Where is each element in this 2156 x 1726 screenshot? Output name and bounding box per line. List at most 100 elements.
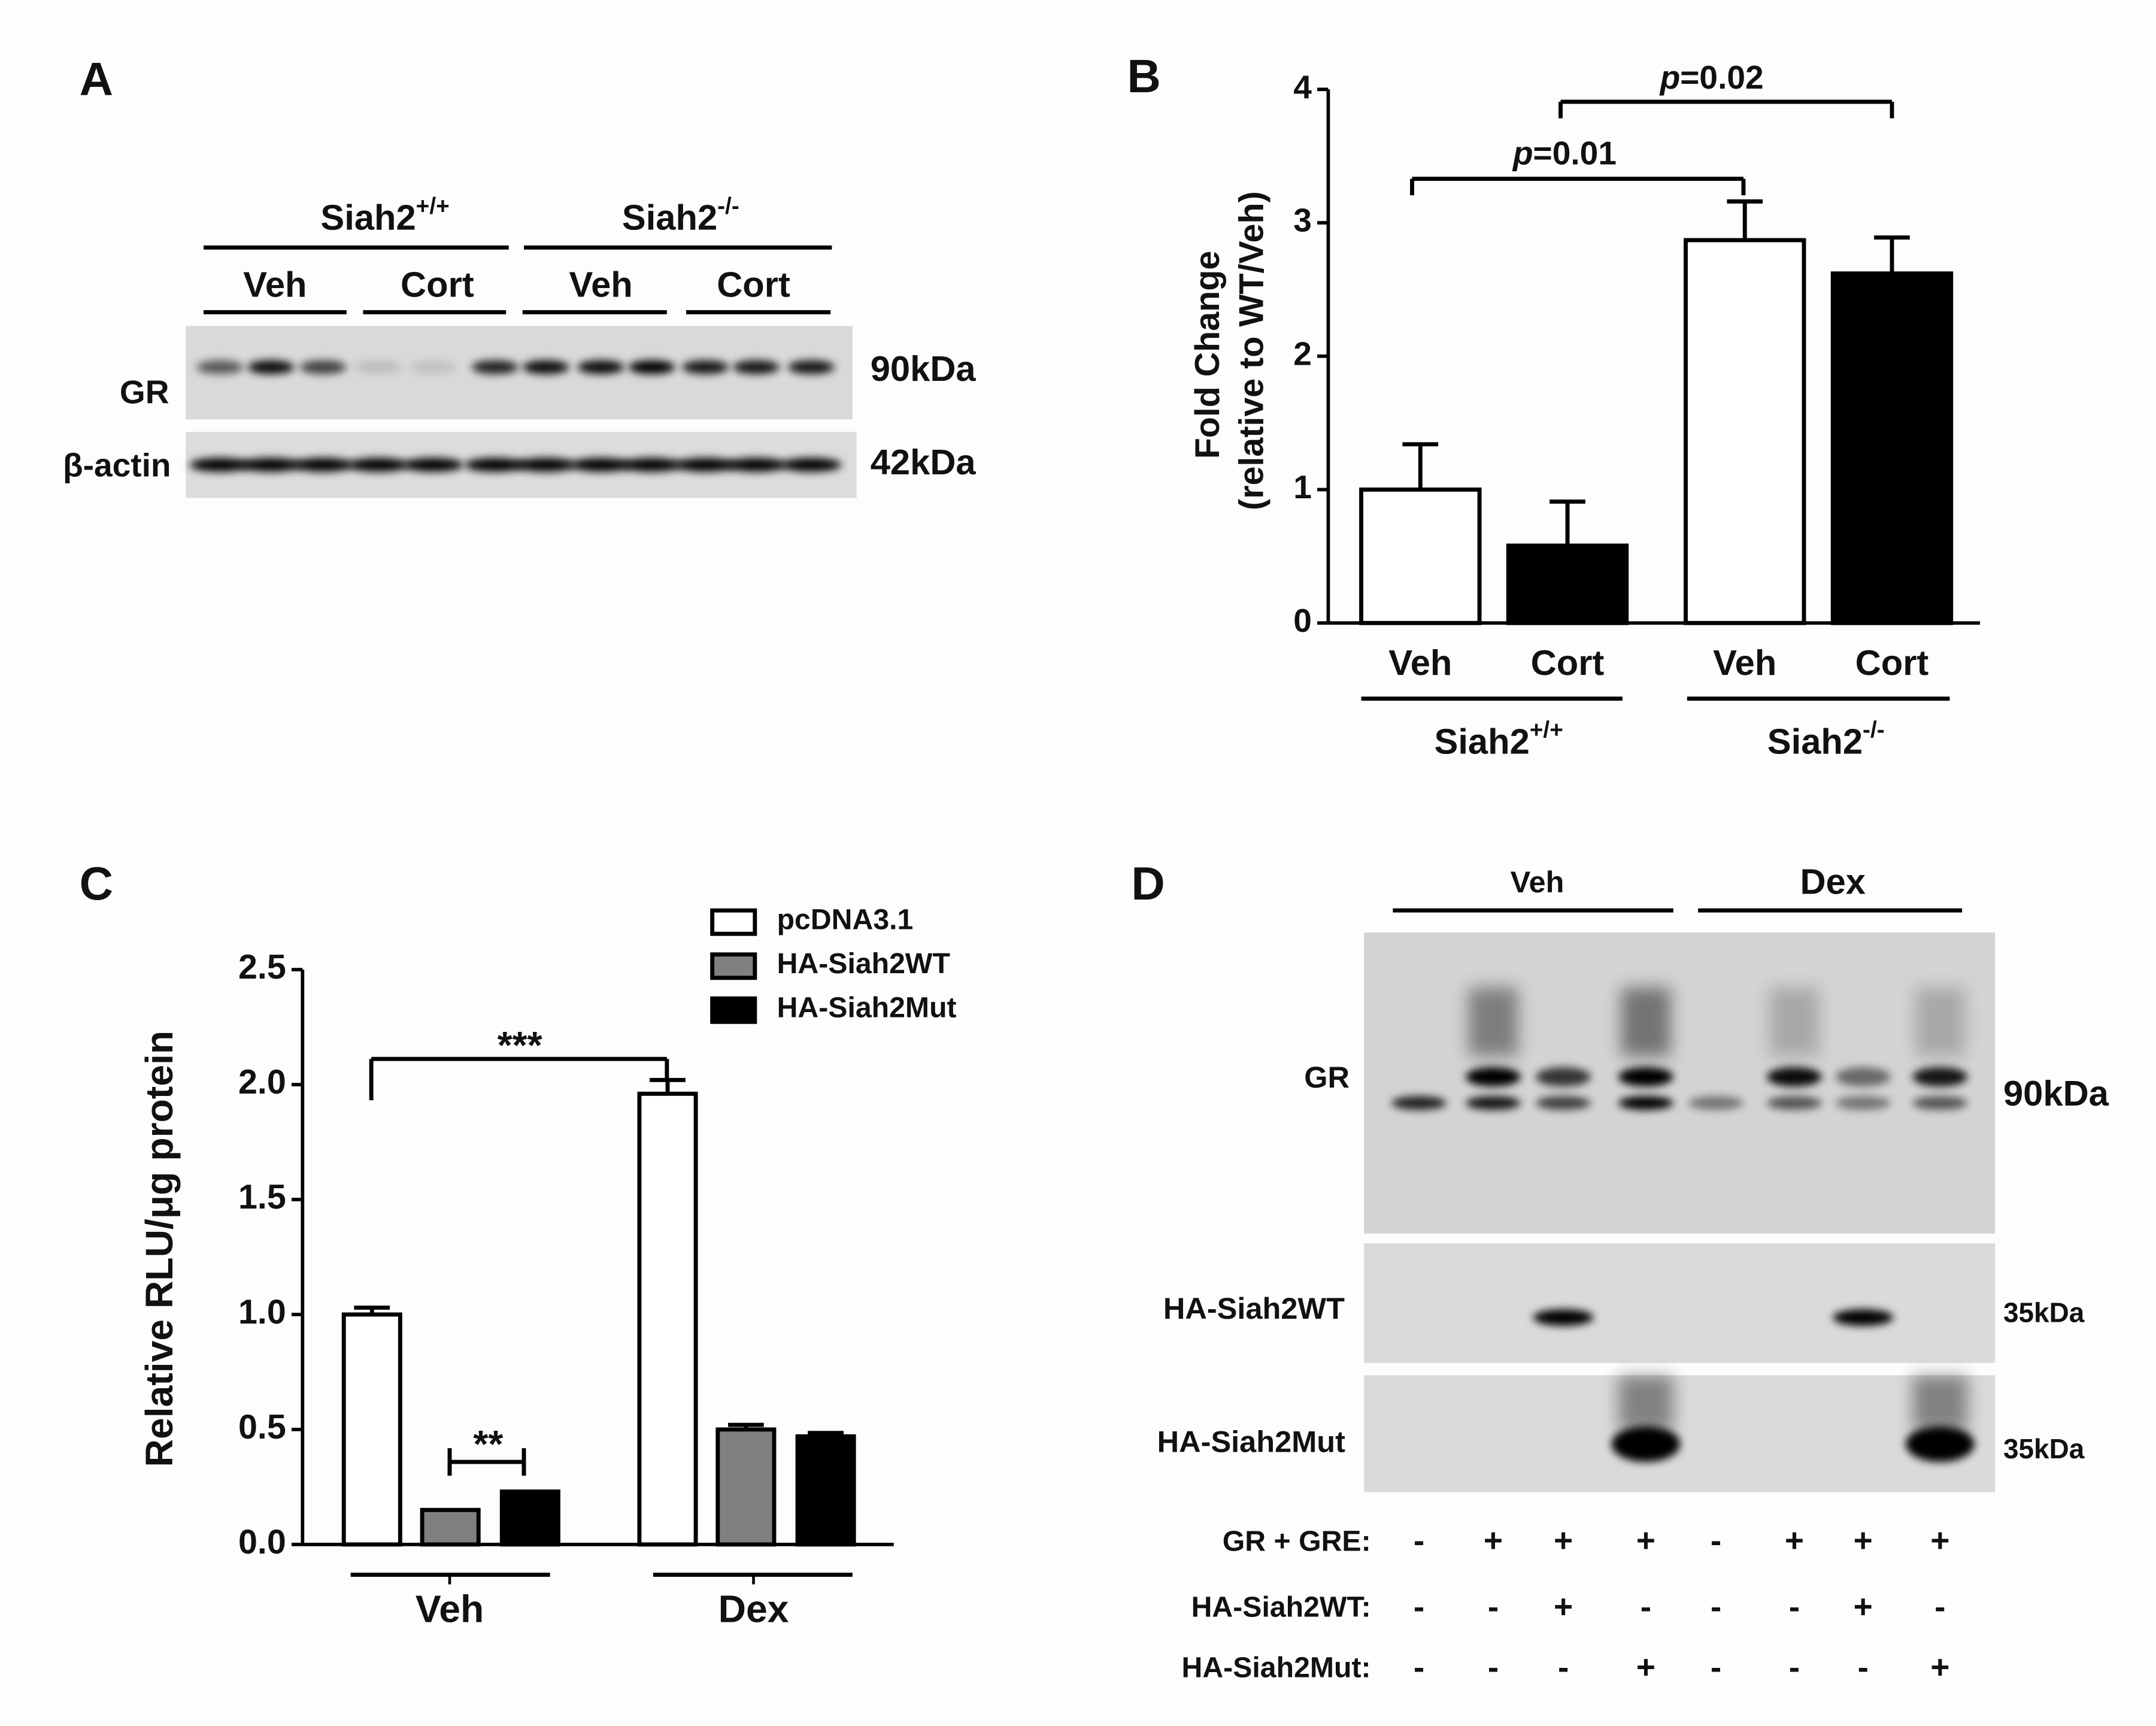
- label-sup: -/-: [1863, 717, 1885, 743]
- condition-sign: -: [1789, 1648, 1800, 1685]
- blot-smear: [1769, 987, 1820, 1056]
- y-tick-label: 0.0: [238, 1523, 286, 1561]
- condition-sign: +: [1484, 1522, 1503, 1559]
- y-tick-label: 2.0: [238, 1063, 286, 1101]
- size-label: 35kDa: [2003, 1433, 2085, 1464]
- annotation-italic: p: [1659, 59, 1681, 96]
- y-axis-label: Relative RLU/μg protein: [138, 1031, 181, 1467]
- condition-sign: +: [1636, 1648, 1655, 1685]
- panel-label: C: [80, 857, 113, 910]
- blot-band: [299, 360, 347, 374]
- condition-sign: +: [1785, 1522, 1804, 1559]
- condition-sign: +: [1854, 1522, 1873, 1559]
- row-label: β-actin: [63, 446, 171, 483]
- size-label: 42kDa: [871, 442, 977, 482]
- condition-label: Veh: [569, 265, 633, 305]
- x-tick-label: Cort: [1855, 643, 1929, 683]
- condition-sign: +: [1554, 1522, 1573, 1559]
- blot-panel: [186, 326, 853, 420]
- condition-sign: +: [1554, 1588, 1573, 1625]
- legend-label: pcDNA3.1: [777, 903, 914, 935]
- y-tick-label: 0.5: [238, 1408, 286, 1446]
- condition-label: Cort: [717, 265, 790, 305]
- condition-sign: -: [1711, 1648, 1721, 1685]
- annotation-text: =0.01: [1533, 134, 1617, 171]
- annotation: p=0.02: [1659, 59, 1764, 96]
- condition-sign: -: [1414, 1588, 1424, 1625]
- blot-smear: [1621, 987, 1671, 1056]
- y-axis-label: Fold Change: [1188, 251, 1227, 459]
- blot-band: [240, 458, 302, 472]
- blot-band: [577, 360, 624, 374]
- condition-row-label: GR + GRE:: [1223, 1525, 1371, 1557]
- legend-swatch: [710, 952, 757, 980]
- bar: [499, 1489, 560, 1547]
- blot-band: [1688, 1096, 1743, 1110]
- panel-label: A: [80, 52, 113, 105]
- y-tick-label: 1: [1293, 468, 1312, 505]
- group-label: Siah2-/-: [622, 193, 739, 237]
- blot-band: [781, 458, 842, 472]
- blot-band: [196, 360, 244, 374]
- blot-band: [682, 360, 729, 374]
- blot-band: [1466, 1096, 1521, 1110]
- blot-band: [516, 458, 577, 472]
- condition-sign: -: [1640, 1588, 1651, 1625]
- y-tick-label: 1.0: [238, 1293, 286, 1331]
- label-sup: -/-: [717, 193, 739, 219]
- blot-band: [1912, 1096, 1968, 1110]
- condition-sign: -: [1934, 1588, 1945, 1625]
- bar: [715, 1427, 777, 1547]
- row-label: HA-Siah2Mut: [1157, 1425, 1345, 1459]
- blot-band: [465, 458, 526, 472]
- group-label: Siah2+/+: [320, 193, 449, 237]
- blot-band: [628, 360, 675, 374]
- condition-sign: -: [1488, 1588, 1499, 1625]
- label-text: Siah2: [1767, 721, 1863, 761]
- bar: [1684, 238, 1806, 625]
- x-tick-label: Veh: [1388, 643, 1452, 683]
- condition-sign: +: [1930, 1522, 1949, 1559]
- label-sup: +/+: [416, 193, 450, 219]
- legend-swatch: [710, 996, 757, 1024]
- blot-band: [1536, 1096, 1591, 1110]
- blot-band: [675, 458, 736, 472]
- y-tick-label: 4: [1293, 68, 1312, 105]
- panel-label: B: [1127, 50, 1161, 102]
- x-tick-label: Veh: [1713, 643, 1776, 683]
- blot-band: [1536, 1067, 1591, 1087]
- blot-smear: [1468, 987, 1518, 1056]
- blot-band: [1391, 1096, 1447, 1110]
- y-tick-label: 2: [1293, 335, 1312, 372]
- group-label: Siah2+/+: [1435, 717, 1563, 761]
- bar: [341, 1312, 402, 1547]
- condition-sign: -: [1858, 1648, 1869, 1685]
- bar: [1506, 543, 1629, 625]
- annotation-italic: p: [1512, 134, 1533, 171]
- blot-smear: [1915, 987, 1965, 1056]
- x-tick-label: Veh: [416, 1587, 484, 1630]
- bar: [637, 1091, 698, 1547]
- blot-band: [1611, 1426, 1681, 1462]
- legend-label: HA-Siah2Mut: [777, 991, 957, 1024]
- blot-band: [1833, 1309, 1894, 1326]
- row-label: GR: [1304, 1060, 1350, 1094]
- group-label: Veh: [1511, 865, 1564, 899]
- blot-band: [410, 360, 457, 374]
- legend-label: HA-Siah2WT: [777, 947, 950, 980]
- label-text: Siah2: [1435, 721, 1530, 761]
- y-tick-label: 0: [1293, 602, 1312, 639]
- condition-sign: -: [1558, 1648, 1569, 1685]
- y-tick-label: 1.5: [238, 1178, 286, 1216]
- y-axis-label: (relative to WT/Veh): [1233, 191, 1271, 510]
- row-label: GR: [120, 374, 169, 411]
- blot-band: [1533, 1309, 1594, 1326]
- x-tick-label: Cort: [1531, 643, 1605, 683]
- y-tick-label: 3: [1293, 202, 1312, 239]
- blot-band: [733, 360, 780, 374]
- blot-band: [1466, 1067, 1521, 1087]
- annotation: **: [473, 1422, 503, 1465]
- condition-sign: -: [1488, 1648, 1499, 1685]
- condition-sign: +: [1636, 1522, 1655, 1559]
